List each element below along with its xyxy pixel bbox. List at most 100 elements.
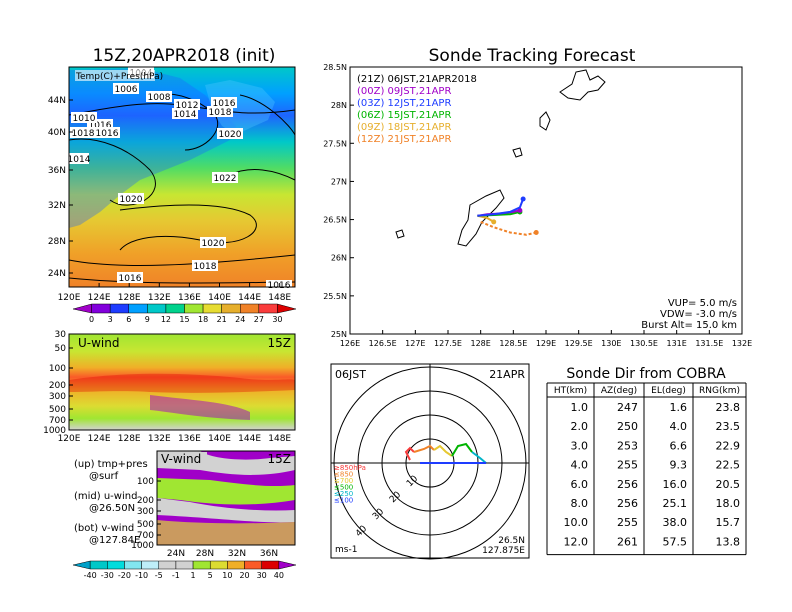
table-cell: 8.0	[571, 497, 589, 510]
synoptic-map-panel: 15Z,20APR2018 (init) 1004 1006 1008 1012…	[48, 46, 297, 324]
svg-text:1018: 1018	[209, 108, 232, 118]
table-cell: 6.6	[670, 439, 688, 452]
svg-text:1016: 1016	[119, 274, 142, 284]
polar-lat: 26.5N	[498, 536, 525, 546]
lat-tick-label: 25N	[331, 330, 347, 339]
isobar-label: 1020	[118, 193, 144, 205]
polar-lon: 127.875E	[482, 546, 525, 556]
isobar-label: 1014	[68, 153, 91, 165]
hodograph-segment	[451, 442, 473, 457]
table-cell: 2.0	[571, 420, 589, 433]
hodograph-segment	[404, 446, 415, 461]
colorbar-swatch	[192, 560, 211, 570]
table-cell: 57.5	[663, 535, 688, 548]
table-cell: 12.0	[564, 535, 589, 548]
colorbar-swatch	[175, 560, 194, 570]
colorbar-label: 12	[161, 315, 171, 324]
pressure-tick-label: 700	[137, 531, 154, 541]
table-cell: 18.0	[716, 497, 741, 510]
lat-tick-label: 36N	[48, 166, 66, 176]
isobar-label: 1006	[113, 83, 139, 95]
table-header: AZ(deg)	[601, 386, 637, 396]
colorbar-swatch	[277, 303, 297, 314]
vwind-frame	[156, 450, 296, 546]
lon-tick-label: 140E	[208, 293, 231, 303]
island-outline	[539, 111, 551, 131]
colorbar-swatch	[202, 303, 222, 314]
colorbar-label: 18	[198, 315, 208, 324]
colorbar-label: 3	[108, 315, 113, 324]
table-cell: 10.0	[564, 516, 589, 529]
lat-tick-label: 28N	[196, 549, 214, 559]
track-legend-entry: (12Z) 21JST,21APR	[357, 134, 451, 145]
desc-line: (bot) v-wind	[74, 523, 134, 534]
colorbar-label: 1	[191, 571, 196, 580]
lat-tick-label: 26.5N	[323, 216, 347, 225]
colorbar-swatch	[209, 560, 228, 570]
colorbar-swatch	[72, 303, 92, 314]
svg-text:1016: 1016	[213, 99, 236, 109]
lon-tick-label: 120E	[58, 293, 81, 303]
colorbar-label: -40	[84, 571, 97, 580]
table-cell: 23.8	[716, 401, 741, 414]
isobar-label: 1016	[266, 280, 292, 291]
colorbar-label: -5	[155, 571, 163, 580]
svg-text:1016: 1016	[96, 129, 119, 139]
table-title: Sonde Dir from COBRA	[566, 366, 726, 382]
table-cell: 15.7	[716, 516, 741, 529]
svg-text:1010: 1010	[73, 114, 96, 124]
table-cell: 3.0	[571, 439, 589, 452]
lon-tick-label: 148E	[268, 434, 291, 444]
svg-text:1018: 1018	[72, 129, 95, 139]
colorbar-swatch	[240, 303, 260, 314]
lon-tick-label: 130.5E	[630, 339, 658, 348]
polar-date: 21APR	[489, 368, 525, 381]
colorbar-label: 6	[126, 315, 131, 324]
lon-tick-label: 132E	[148, 293, 171, 303]
vwind-label: V-wind	[161, 452, 201, 466]
table-cell: 253	[617, 439, 638, 452]
colorbar-swatch	[128, 303, 148, 314]
svg-text:1020: 1020	[202, 239, 225, 249]
colorbar-label: 30	[272, 315, 282, 324]
table-cell: 23.5	[716, 420, 741, 433]
colorbar-label: 9	[145, 315, 150, 324]
colorbar-label: -10	[135, 571, 148, 580]
pressure-tick-label: 300	[49, 392, 66, 402]
sonde-track	[477, 198, 525, 217]
vwind-time: 15Z	[268, 452, 292, 466]
lon-tick-label: 136E	[178, 434, 201, 444]
colorbar-swatch	[258, 303, 278, 314]
sonde-parameters: VUP= 5.0 m/s VDW= -3.0 m/s Burst Alt= 15…	[641, 298, 737, 331]
param-burst: Burst Alt= 15.0 km	[641, 320, 737, 331]
isobar-label: 1020	[200, 237, 226, 249]
sonde-table-panel: Sonde Dir from COBRA HT(km) AZ(deg) EL(deg…	[546, 366, 747, 556]
pressure-tick-label: 500	[49, 405, 66, 415]
lat-tick-label: 27.5N	[323, 139, 347, 148]
svg-text:1016: 1016	[89, 121, 112, 131]
lon-tick-label: 129.5E	[565, 339, 593, 348]
colorbar-swatch	[278, 560, 297, 570]
colorbar-label: 40	[274, 571, 284, 580]
colorbar-label: 0	[89, 315, 94, 324]
pressure-tick-label: 500	[137, 520, 154, 530]
pressure-tick-label: 30	[55, 330, 67, 340]
table-cell: 247	[617, 401, 638, 414]
level-legend: ≥850hPa≤850≤700≤500≤250≤100	[334, 464, 366, 505]
lon-tick-label: 128E	[118, 434, 141, 444]
lon-tick-label: 131.5E	[695, 339, 723, 348]
colorbar-swatch	[107, 560, 125, 570]
track-endpoint	[520, 196, 526, 202]
colorbar-swatch	[184, 303, 204, 314]
island-outline	[395, 229, 405, 239]
pressure-tick-label: 200	[137, 496, 154, 506]
table-cell: 256	[617, 478, 638, 491]
island-outline	[512, 147, 523, 158]
table-cell: 4.0	[670, 420, 688, 433]
colorbar-label: 24	[235, 315, 245, 324]
colorbar-label: -1	[172, 571, 180, 580]
colorbar-label: -30	[101, 571, 114, 580]
